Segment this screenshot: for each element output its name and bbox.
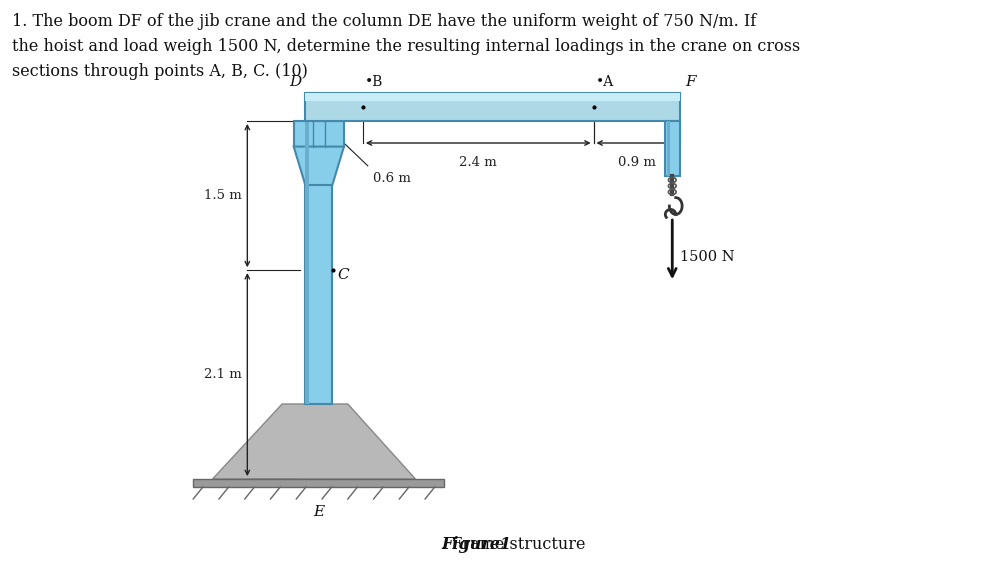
FancyBboxPatch shape — [306, 93, 680, 101]
Text: F: F — [685, 75, 695, 89]
Text: 1500 N: 1500 N — [680, 250, 735, 264]
Text: Figure1: Figure1 — [442, 536, 512, 553]
Text: D: D — [289, 75, 302, 89]
Polygon shape — [294, 147, 344, 185]
FancyBboxPatch shape — [294, 121, 344, 147]
FancyBboxPatch shape — [306, 121, 310, 404]
Text: E: E — [314, 505, 324, 519]
Polygon shape — [213, 404, 415, 479]
Text: C: C — [337, 268, 349, 282]
Text: •B: •B — [365, 75, 384, 89]
Text: 2.4 m: 2.4 m — [459, 156, 497, 169]
FancyBboxPatch shape — [306, 121, 332, 404]
Text: 1. The boom DF of the jib crane and the column DE have the uniform weight of 750: 1. The boom DF of the jib crane and the … — [12, 13, 800, 79]
FancyBboxPatch shape — [193, 479, 445, 487]
Text: 2.1 m: 2.1 m — [204, 368, 242, 381]
Text: 1.5 m: 1.5 m — [204, 189, 242, 202]
FancyBboxPatch shape — [306, 93, 680, 121]
Text: . Frame structure: . Frame structure — [441, 536, 586, 553]
Text: •A: •A — [596, 75, 613, 89]
Text: 0.6 m: 0.6 m — [373, 172, 410, 185]
FancyBboxPatch shape — [668, 121, 670, 176]
Text: 0.9 m: 0.9 m — [618, 156, 656, 169]
FancyBboxPatch shape — [665, 121, 680, 176]
